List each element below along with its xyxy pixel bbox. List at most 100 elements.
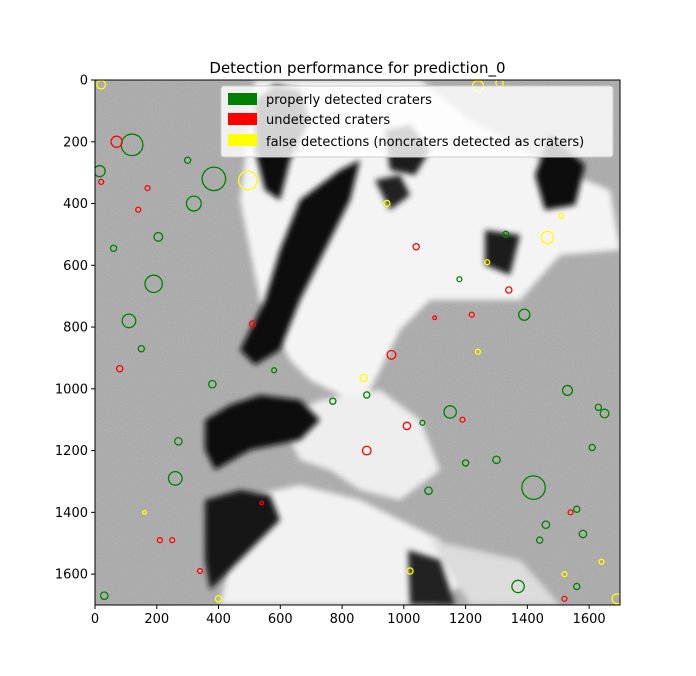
- crater-undetected-15: [156, 537, 163, 544]
- crater-false-12: [214, 595, 223, 603]
- y-tick-label-0: 0: [80, 74, 88, 89]
- crater-detected-26: [99, 591, 109, 601]
- crater-undetected-0: [110, 135, 123, 148]
- crater-false-9: [484, 259, 491, 266]
- terrain-image: [95, 80, 620, 605]
- crater-false-8: [474, 348, 482, 355]
- crater-detected-0: [95, 164, 106, 178]
- crater-detected-30: [492, 455, 501, 465]
- crater-detected-34: [588, 443, 596, 452]
- y-tick-label-2: 400: [63, 197, 88, 212]
- y-tick-label-8: 1600: [55, 568, 88, 583]
- crater-false-4: [383, 199, 391, 208]
- crater-detected-15: [167, 470, 183, 486]
- crater-undetected-10: [135, 206, 142, 213]
- y-tick-label-1: 200: [63, 135, 88, 150]
- crater-false-7: [598, 558, 605, 565]
- crater-detected-20: [535, 536, 544, 544]
- x-tick-label-4: 800: [330, 612, 355, 627]
- legend-swatch-false: [228, 134, 257, 146]
- crater-false-6: [406, 567, 414, 575]
- y-tick-label-4: 800: [63, 321, 88, 336]
- crater-detected-9: [518, 308, 531, 321]
- x-tick-label-6: 1200: [449, 612, 482, 627]
- x-tick-label-8: 1600: [573, 612, 606, 627]
- axes-frame: [94, 79, 621, 606]
- y-tick-label-6: 1200: [55, 444, 88, 459]
- crater-detected-4: [144, 274, 163, 294]
- y-tick-label-3: 600: [63, 259, 88, 274]
- crater-detected-25: [137, 344, 146, 353]
- crater-detected-8: [363, 391, 371, 399]
- crater-undetected-9: [248, 320, 257, 328]
- legend-label-undetected: undetected craters: [266, 113, 390, 128]
- crater-detected-31: [270, 367, 278, 374]
- crater-undetected-2: [361, 445, 372, 456]
- legend-box: [220, 85, 614, 158]
- crater-detected-12: [561, 384, 574, 396]
- crater-detected-29: [174, 436, 183, 446]
- crater-false-2: [611, 593, 620, 605]
- crater-undetected-14: [468, 311, 475, 318]
- crater-undetected-7: [98, 178, 105, 186]
- crater-detected-32: [594, 403, 603, 412]
- crater-false-3: [359, 373, 369, 383]
- legend-swatch-undetected: [228, 113, 257, 125]
- crater-false-1: [540, 230, 555, 245]
- y-tick-label-5: 1000: [55, 382, 88, 397]
- x-tick-label-0: 0: [91, 612, 99, 627]
- x-tick-label-7: 1400: [511, 612, 544, 627]
- legend: properly detected craters undetected cra…: [220, 85, 614, 158]
- x-tick-label-2: 400: [206, 612, 231, 627]
- crater-detected-35: [424, 486, 433, 496]
- crater-detected-16: [153, 231, 164, 242]
- crater-false-11: [141, 509, 147, 515]
- crater-undetected-4: [115, 365, 124, 373]
- crater-detected-7: [443, 405, 457, 419]
- x-tick-label-3: 600: [268, 612, 293, 627]
- crater-undetected-13: [459, 416, 466, 423]
- crater-detected-21: [419, 419, 426, 426]
- crater-detected-27: [573, 582, 581, 591]
- x-axis: 0 200 400 600 800 1000 1200 1400 1600: [91, 605, 606, 627]
- crater-detected-13: [501, 230, 510, 239]
- crater-detected-22: [461, 459, 470, 467]
- crater-undetected-8: [259, 500, 265, 506]
- crater-detected-19: [456, 276, 463, 283]
- crater-detected-6: [521, 475, 546, 501]
- crater-undetected-18: [196, 567, 204, 575]
- crater-false-5: [558, 212, 565, 220]
- crater-undetected-1: [386, 349, 397, 360]
- crater-detected-33: [573, 505, 581, 514]
- x-tick-label-1: 200: [144, 612, 169, 627]
- crater-false-0: [237, 170, 258, 191]
- crater-detected-17: [207, 379, 217, 389]
- legend-swatch-detected: [228, 93, 257, 105]
- legend-label-false: false detections (noncraters detected as…: [266, 135, 584, 150]
- crater-detected-3: [185, 195, 202, 212]
- crater-undetected-19: [561, 595, 568, 602]
- crater-undetected-5: [412, 243, 420, 251]
- crater-detected-24: [109, 244, 118, 253]
- crater-detected-11: [511, 579, 525, 594]
- crater-detected-10: [599, 408, 610, 419]
- crater-detected-18: [329, 397, 337, 405]
- crater-undetected-3: [402, 421, 412, 431]
- crater-false-10: [561, 570, 568, 578]
- crater-undetected-6: [505, 286, 513, 294]
- crater-detected-14: [541, 520, 551, 530]
- crater-undetected-16: [432, 315, 438, 321]
- x-tick-label-5: 1000: [387, 612, 420, 627]
- crater-undetected-12: [144, 184, 151, 192]
- crater-overlays: [95, 80, 620, 605]
- crater-undetected-11: [567, 509, 574, 516]
- y-tick-label-7: 1400: [55, 506, 88, 521]
- crater-detected-2: [201, 166, 227, 192]
- crater-detected-28: [183, 156, 192, 165]
- crater-detected-5: [121, 313, 137, 329]
- crater-undetected-17: [169, 537, 176, 544]
- chart-title: Detection performance for prediction_0: [209, 59, 505, 78]
- y-axis: 0 200 400 600 800 1000 1200 1400 1600: [55, 74, 95, 583]
- crater-detected-23: [578, 529, 588, 539]
